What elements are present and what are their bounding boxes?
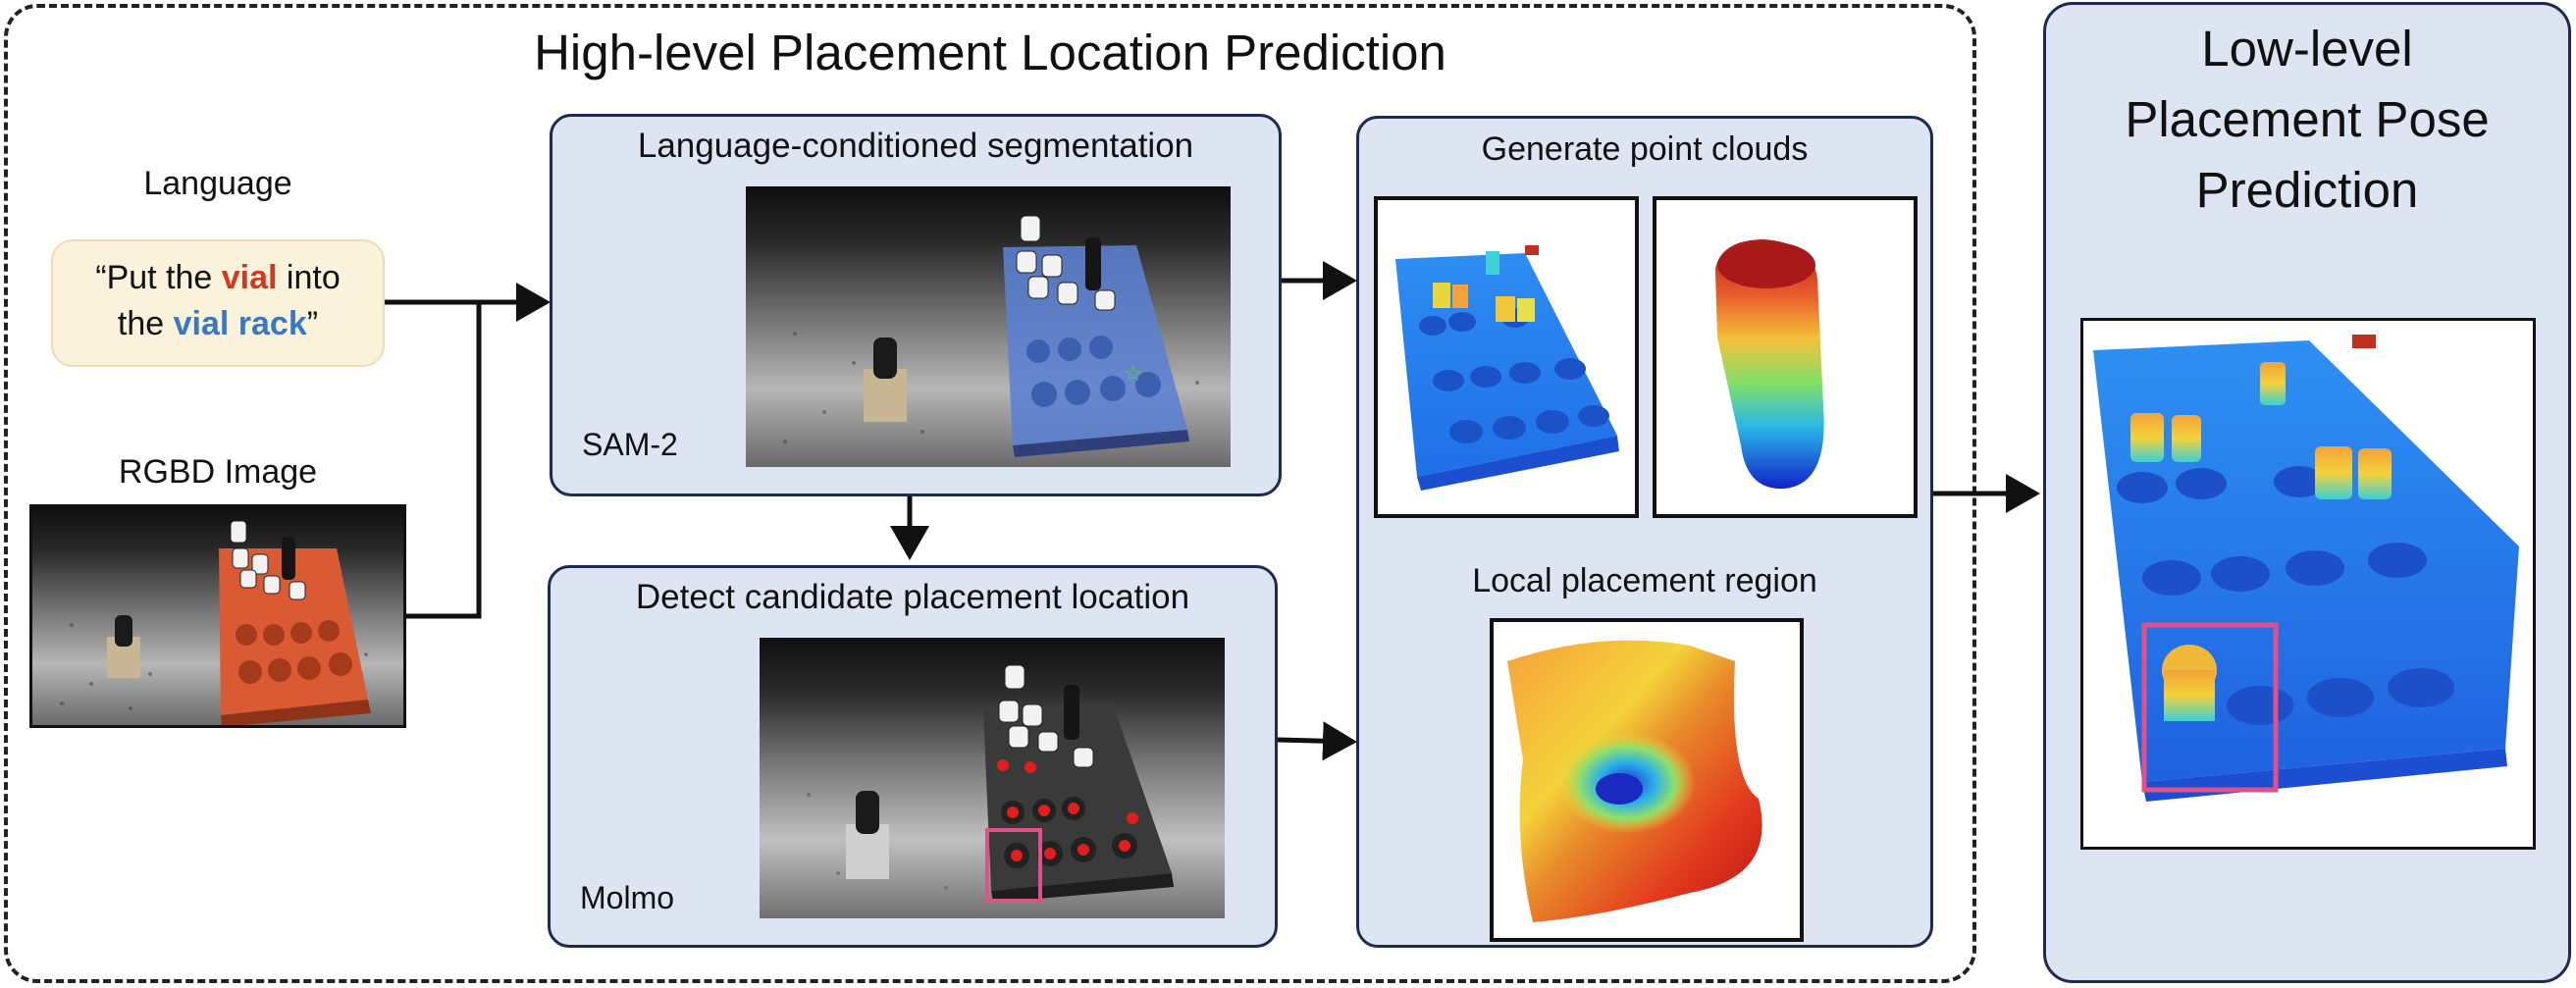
- pose-cloud: [2093, 335, 2519, 802]
- language-instruction-box: “Put the vial into the vial rack”: [51, 239, 385, 367]
- predicted-pose-box: [2141, 622, 2279, 793]
- quote-open: “Put the: [95, 259, 222, 296]
- pointcloud-title: Generate point clouds: [1481, 130, 1809, 168]
- svg-text:☆: ☆: [1124, 362, 1143, 387]
- rack-cloud: [1395, 245, 1619, 491]
- pointcloud-vial: [1653, 196, 1918, 518]
- vial-cloud: [1715, 239, 1824, 490]
- object-word: vial: [221, 259, 278, 296]
- rgbd-label: RGBD Image: [118, 453, 318, 491]
- language-label: Language: [143, 165, 292, 202]
- high-level-title: High-level Placement Location Prediction: [534, 25, 1446, 80]
- segmentation-title: Language-conditioned segmentation: [637, 127, 1194, 165]
- quote-close: ”: [306, 305, 319, 342]
- low-level-title: Low-level Placement Pose Prediction: [2043, 14, 2571, 226]
- molmo-label: Molmo: [580, 880, 675, 915]
- candidate-box: [985, 828, 1042, 903]
- local-region-cloud: [1507, 640, 1762, 922]
- low-level-title-line-2: Placement Pose: [2125, 91, 2490, 147]
- detect-to-pointcloud-arrow: [1277, 721, 1357, 761]
- sam2-label: SAM-2: [582, 427, 678, 462]
- detection-image: [760, 638, 1225, 918]
- low-level-title-line-1: Low-level: [2201, 21, 2413, 77]
- pointcloud-rack: [1374, 196, 1639, 518]
- quote-middle: into: [277, 259, 341, 296]
- segmentation-image: ☆: [746, 186, 1231, 467]
- target-word: vial rack: [173, 305, 307, 342]
- rgbd-scene: [60, 520, 371, 725]
- quote-line2-pre: the: [117, 305, 174, 342]
- detection-scene: [807, 664, 1174, 903]
- rgbd-line: [406, 302, 482, 619]
- detection-title: Detect candidate placement location: [635, 578, 1190, 616]
- segmentation-scene: ☆: [783, 215, 1199, 457]
- local-region-title: Local placement region: [1472, 562, 1817, 599]
- low-level-image: [2080, 318, 2536, 850]
- low-level-title-line-3: Prediction: [2195, 162, 2419, 218]
- local-region-image: [1490, 618, 1804, 942]
- rgbd-image: [29, 504, 406, 728]
